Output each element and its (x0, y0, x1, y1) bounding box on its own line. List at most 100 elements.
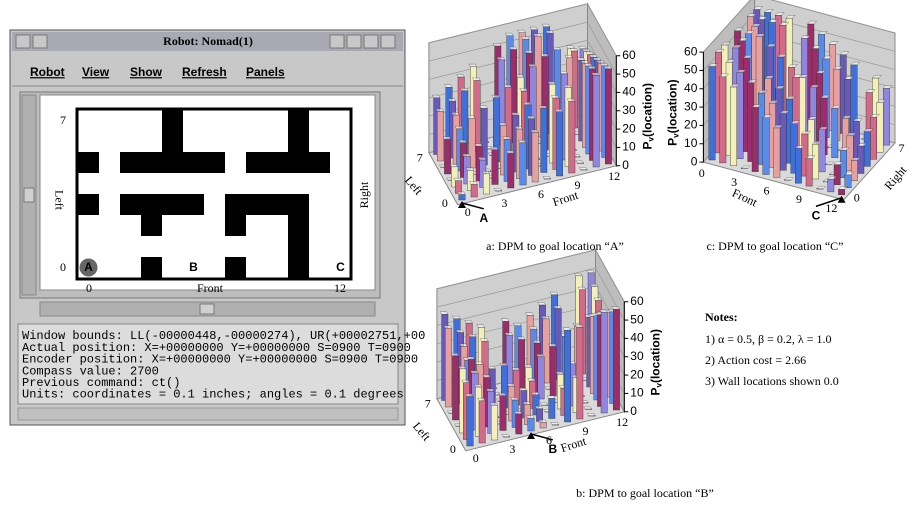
window-menu-button[interactable] (33, 35, 47, 48)
bar (858, 146, 864, 174)
row-tick-label: 7 (417, 150, 423, 164)
bar (538, 357, 544, 399)
bar-top (560, 71, 568, 74)
open-cell (120, 215, 141, 236)
bar (613, 309, 619, 410)
bar-top (578, 287, 586, 290)
goal-marker: C (812, 209, 821, 223)
bar-top (502, 434, 510, 437)
wall-cell (78, 194, 99, 215)
bar-top (550, 292, 558, 295)
bar-top (469, 64, 477, 67)
bar-top (563, 328, 571, 331)
bar-top (500, 363, 508, 366)
bar-top (506, 151, 514, 154)
open-cell (204, 194, 225, 215)
notes: Notes: 1) α = 0.5, β = 0.2, λ = 1.0 2) A… (705, 310, 839, 388)
wall-cell (225, 215, 246, 236)
bar (812, 144, 818, 179)
goal-marker: B (189, 260, 198, 274)
scroll-thumb[interactable] (200, 304, 214, 314)
open-cell (246, 173, 267, 194)
close-button[interactable] (381, 35, 395, 48)
z-tick-label: 0 (691, 154, 698, 168)
menu-item[interactable]: Refresh (182, 65, 227, 79)
bar (540, 423, 546, 429)
wall-cell (204, 152, 225, 173)
bar-top (539, 420, 547, 423)
bar-top (465, 394, 473, 397)
bar-top (538, 302, 546, 305)
z-tick-label: 40 (630, 331, 644, 345)
open-cell (204, 236, 225, 257)
open-cell (162, 173, 183, 194)
bar-top (542, 24, 550, 27)
maximize-button[interactable] (347, 35, 361, 48)
minimize-button[interactable] (330, 35, 344, 48)
bar (479, 401, 485, 443)
menu-item[interactable]: Show (130, 65, 163, 79)
open-cell (267, 131, 288, 152)
bar-top (478, 398, 486, 401)
open-cell (330, 236, 351, 257)
menu-item[interactable]: View (82, 65, 110, 79)
goal-marker: C (336, 260, 345, 274)
open-cell (183, 110, 204, 131)
open-cell (120, 257, 141, 278)
wall-cell (267, 194, 288, 215)
wall-cell (288, 215, 309, 236)
open-cell (99, 131, 120, 152)
open-cell (246, 215, 267, 236)
menu-item[interactable]: Robot (30, 65, 65, 79)
bar-top (523, 402, 531, 405)
maze-tick: 0 (60, 260, 66, 274)
z-tick-label: 10 (684, 136, 698, 150)
maze (78, 110, 351, 278)
bar-top (531, 130, 539, 133)
bar-top (523, 102, 531, 105)
bar-top (512, 368, 520, 371)
bar-top (472, 78, 480, 81)
window-menu-button[interactable] (16, 35, 30, 48)
open-cell (99, 173, 120, 194)
bar-top (541, 54, 549, 57)
open-cell (204, 110, 225, 131)
bar-top (527, 116, 535, 119)
bar-top (526, 313, 534, 316)
status-bar (18, 408, 398, 420)
bar-top (581, 61, 589, 64)
bar (709, 67, 715, 161)
shade-button[interactable] (364, 35, 378, 48)
col-tick-label: 6 (538, 187, 544, 201)
bar-top (490, 403, 498, 406)
note: 1) α = 0.5, β = 0.2, λ = 1.0 (705, 332, 832, 346)
bar-top (470, 182, 478, 185)
bar-top (468, 334, 476, 337)
bar-top (564, 85, 572, 88)
row-axis-label: Left (402, 173, 426, 198)
open-cell (99, 194, 120, 215)
z-tick-label: 30 (684, 99, 698, 113)
caption: a: DPM to goal location “A” (486, 239, 624, 253)
bar (795, 148, 801, 183)
bar-top (579, 167, 587, 170)
bar-top (549, 344, 557, 347)
col-axis-label: Front (730, 186, 760, 210)
bar (870, 117, 876, 159)
scroll-thumb[interactable] (24, 188, 34, 202)
bar (491, 405, 497, 440)
col-axis-label: Front (559, 434, 589, 456)
bar-top (533, 340, 541, 343)
bar-top (526, 416, 534, 419)
robot-window: Robot: Nomad(1) RobotViewShowRefreshPane… (10, 30, 425, 425)
bar-top (531, 392, 539, 395)
bar (516, 414, 522, 434)
bar-top (592, 73, 600, 76)
menu-item[interactable]: Panels (246, 65, 285, 79)
wall-cell (225, 257, 246, 278)
bar-top (499, 123, 507, 126)
col-tick-label: 9 (796, 192, 802, 206)
open-cell (309, 110, 330, 131)
open-cell (225, 236, 246, 257)
bar-top (612, 307, 620, 310)
